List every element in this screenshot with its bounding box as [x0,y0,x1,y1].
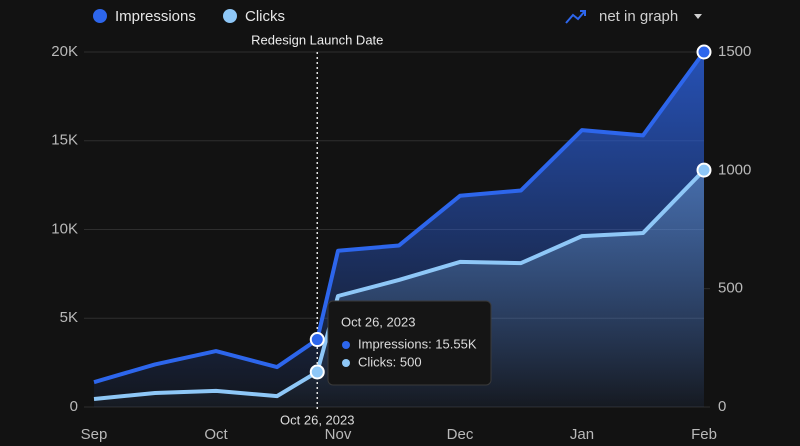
x-tick-label: Nov [325,426,352,443]
x-tick-label: Jan [570,426,594,443]
y2-tick-label: 1000 [718,161,751,178]
x-tick-label: Dec [447,426,474,443]
x-tick-label: Oct [204,426,228,443]
y-tick-label: 0 [70,398,78,415]
tooltip-dot [342,341,350,349]
tooltip-title: Oct 26, 2023 [341,314,415,329]
y-tick-label: 15K [51,132,78,149]
y-tick-label: 5K [60,309,78,326]
tooltip-box [327,300,492,386]
tooltip-dot [342,359,350,367]
legend-swatch [223,9,237,23]
x-tick-label: Feb [691,426,717,443]
annotation-date: Oct 26, 2023 [280,412,354,427]
annotation-label: Redesign Launch Date [251,32,383,47]
legend-label[interactable]: Impressions [115,8,196,25]
tooltip-line: Impressions: 15.55K [358,336,477,351]
point-marker [696,44,712,60]
line [93,50,706,385]
line [93,168,706,401]
tooltip-line: Clicks: 500 [358,354,422,369]
legend-swatch [93,9,107,23]
y2-tick-label: 500 [718,280,743,297]
y-tick-label: 10K [51,220,78,237]
legend-label[interactable]: Clicks [245,8,285,25]
dropdown-caret[interactable] [694,14,702,19]
view-selector[interactable]: net in graph [599,8,678,25]
y2-tick-label: 0 [718,398,726,415]
trend-icon [565,10,586,24]
point-marker [696,162,712,178]
y2-tick-label: 1500 [718,43,751,60]
y-tick-label: 20K [51,43,78,60]
x-tick-label: Sep [81,426,108,443]
point-marker [309,364,325,380]
point-marker [309,332,325,348]
area [94,170,704,407]
